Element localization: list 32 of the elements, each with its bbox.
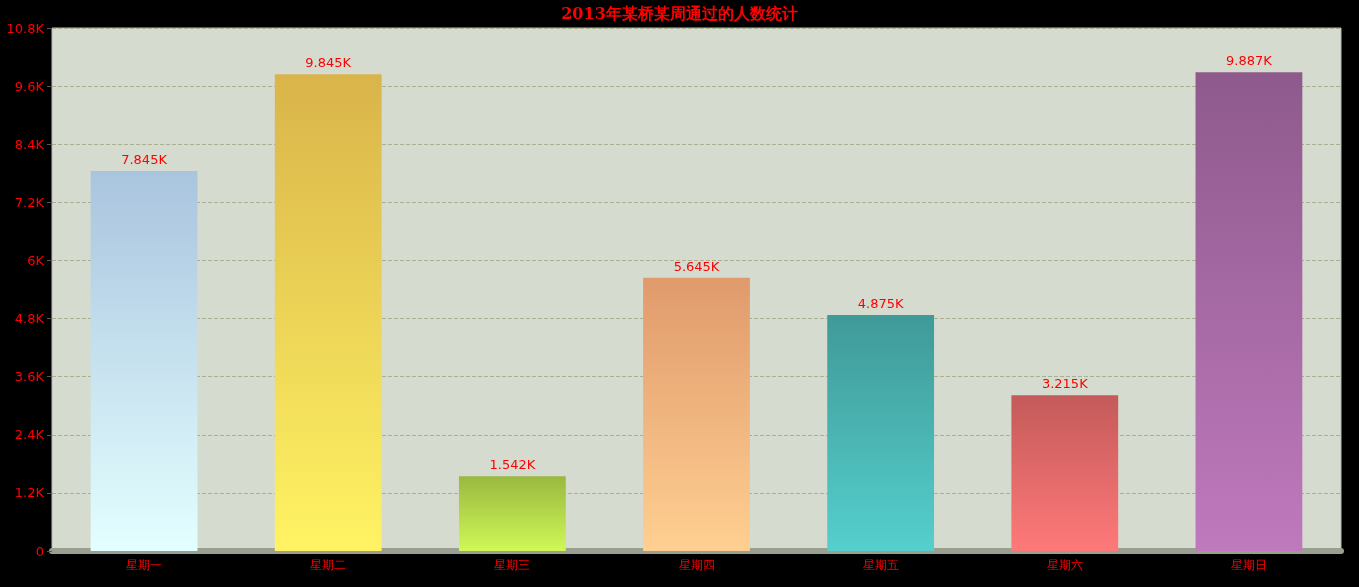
data-label: 9.845K <box>305 55 352 71</box>
x-tick-label: 星期日 <box>1230 558 1267 572</box>
x-tick-label: 星期六 <box>1046 558 1083 572</box>
y-tick-label: 1.2K <box>14 485 45 501</box>
data-label: 7.845K <box>121 152 168 168</box>
bar <box>274 74 382 551</box>
x-tick-label: 星期四 <box>678 558 715 572</box>
y-tick-label: 7.2K <box>14 194 45 210</box>
bar <box>827 314 935 551</box>
y-tick-label: 2.4K <box>14 427 45 443</box>
bar <box>1011 395 1119 551</box>
bar <box>90 171 198 551</box>
x-tick-label: 星期三 <box>494 558 531 572</box>
bar <box>458 476 566 551</box>
data-label: 4.875K <box>857 295 904 311</box>
bar <box>643 277 750 551</box>
chart-title: 2013年某桥某周通过的人数统计 <box>561 3 798 23</box>
data-label: 1.542K <box>489 457 536 473</box>
y-tick-label: 3.6K <box>14 369 45 385</box>
data-label: 9.887K <box>1226 53 1273 69</box>
y-tick-label: 10.8K <box>6 20 45 36</box>
y-tick-label: 0 <box>35 543 44 559</box>
y-tick-label: 4.8K <box>14 311 45 327</box>
y-tick-label: 8.4K <box>14 136 45 152</box>
x-tick-label: 星期五 <box>862 558 899 572</box>
data-label: 5.645K <box>673 258 720 274</box>
bar <box>1195 72 1303 551</box>
x-tick-label: 星期一 <box>126 558 163 572</box>
x-tick-label: 星期二 <box>310 558 347 572</box>
y-tick-label: 6K <box>27 252 45 268</box>
data-label: 3.215K <box>1041 376 1089 392</box>
y-tick-label: 9.6K <box>14 78 45 94</box>
